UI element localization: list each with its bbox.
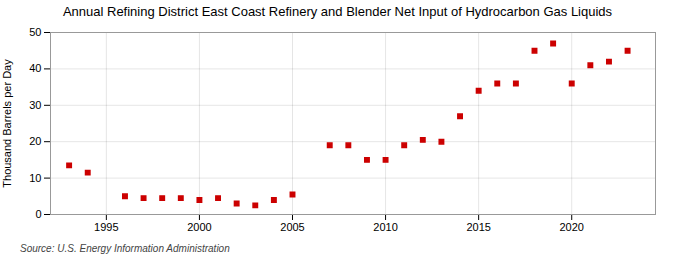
svg-text:40: 40 [29, 62, 41, 74]
svg-text:20: 20 [29, 135, 41, 147]
svg-text:0: 0 [35, 208, 41, 220]
svg-text:2020: 2020 [559, 221, 583, 233]
svg-text:Thousand Barrels per Day: Thousand Barrels per Day [1, 59, 13, 188]
html-text:Source: U.S. Energy Informatio: Source: U.S. Energy Information Administ… [20, 243, 230, 254]
svg-text:10: 10 [29, 172, 41, 184]
svg-text:2005: 2005 [280, 221, 304, 233]
html-text:Annual Refining District East: Annual Refining District East Coast Refi… [62, 4, 613, 19]
svg-text:2015: 2015 [466, 221, 490, 233]
svg-text:2010: 2010 [373, 221, 397, 233]
svg-text:1995: 1995 [94, 221, 118, 233]
svg-text:30: 30 [29, 99, 41, 111]
svg-text:2000: 2000 [187, 221, 211, 233]
svg-text:50: 50 [29, 26, 41, 38]
